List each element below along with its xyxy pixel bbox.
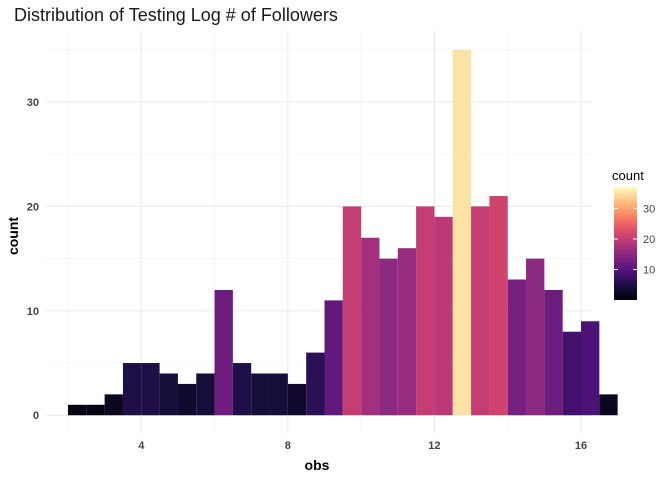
- histogram-bar: [489, 195, 508, 416]
- x-tick-label: 8: [285, 440, 291, 452]
- histogram-bar: [159, 373, 178, 416]
- legend-ticks: 10 20 30: [614, 203, 655, 276]
- x-tick-label: 4: [138, 440, 145, 452]
- histogram-bar: [471, 206, 490, 416]
- histogram-bar: [232, 363, 252, 416]
- legend-tick-label: 10: [643, 264, 655, 276]
- histogram-bar: [526, 258, 545, 416]
- y-tick-label: 30: [27, 97, 39, 109]
- histogram-bar: [544, 289, 563, 416]
- histogram-bar: [67, 404, 87, 416]
- histogram-bar: [379, 258, 398, 416]
- histogram-bar: [196, 373, 215, 416]
- y-tick-label: 0: [33, 410, 39, 422]
- histogram-bar: [397, 248, 417, 416]
- legend-title: count: [612, 168, 644, 183]
- x-axis-title: obs: [305, 457, 330, 473]
- histogram-bar: [306, 352, 325, 416]
- histogram-bar: [214, 289, 233, 416]
- histogram-bar: [251, 373, 270, 416]
- x-tick-label: 16: [575, 440, 587, 452]
- histogram-bars: [67, 49, 618, 416]
- legend-colorbar: [614, 187, 637, 300]
- histogram-bar: [562, 331, 582, 416]
- histogram-bar: [434, 216, 453, 416]
- histogram-bar: [342, 206, 362, 416]
- histogram-bar: [122, 363, 142, 416]
- histogram-bar: [287, 383, 307, 416]
- legend-tick-label: 30: [643, 203, 655, 215]
- chart-title: Distribution of Testing Log # of Followe…: [14, 5, 338, 25]
- y-tick-label: 20: [27, 201, 39, 213]
- y-axis-ticks: 0 10 20 30: [27, 97, 39, 422]
- histogram-bar: [361, 237, 380, 416]
- histogram-bar: [141, 363, 160, 416]
- x-tick-label: 12: [428, 440, 440, 452]
- y-tick-label: 10: [27, 306, 39, 318]
- legend-tick-label: 20: [643, 234, 655, 246]
- histogram-bar: [104, 394, 123, 416]
- color-legend: count 10 20 30: [612, 168, 655, 300]
- histogram-bar: [452, 49, 472, 416]
- histogram-bar: [177, 383, 197, 416]
- histogram-bar: [416, 206, 435, 416]
- histogram-bar: [599, 394, 618, 416]
- x-axis-ticks: 4 8 12 16: [138, 440, 587, 452]
- histogram-bar: [324, 300, 343, 416]
- histogram-bar: [507, 279, 527, 416]
- histogram-bar: [581, 321, 600, 416]
- y-axis-title: count: [5, 217, 21, 255]
- histogram-bar: [86, 404, 105, 416]
- histogram-bar: [269, 373, 288, 416]
